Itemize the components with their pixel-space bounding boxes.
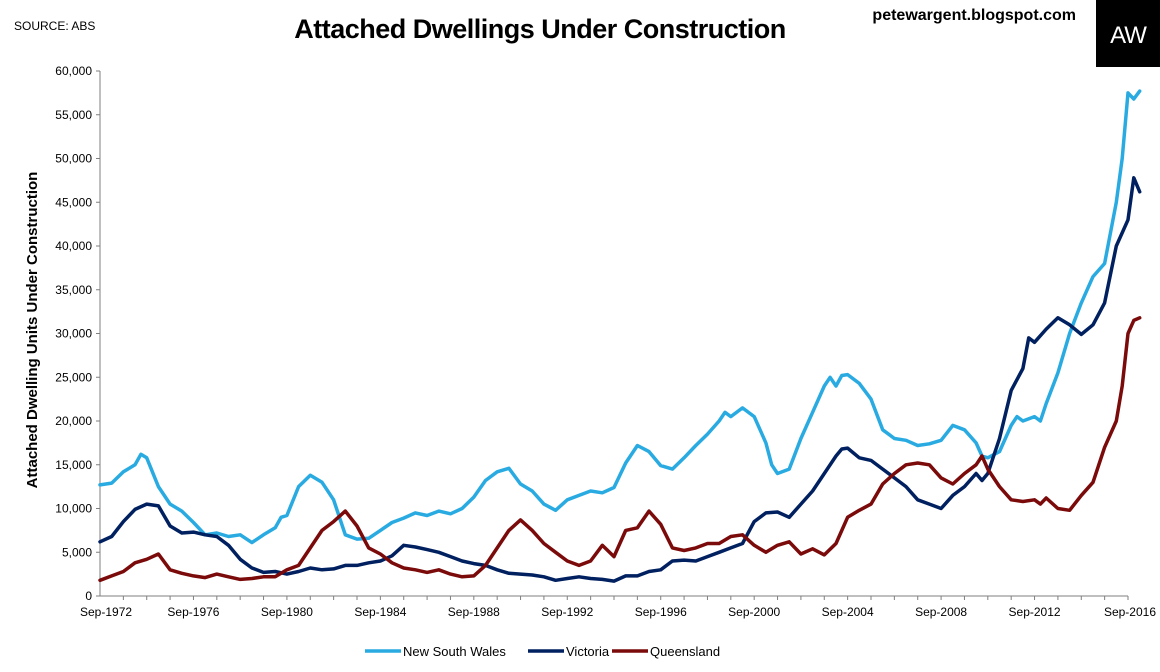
x-tick-label: Sep-1976: [167, 605, 219, 619]
x-tick-label: Sep-2016: [1104, 605, 1156, 619]
blog-url: petewargent.blogspot.com: [872, 7, 1076, 24]
y-tick-label: 40,000: [55, 239, 92, 253]
logo-text: AW: [1110, 22, 1147, 49]
x-tick-label: Sep-1972: [80, 605, 132, 619]
x-tick-label: Sep-1984: [354, 605, 406, 619]
y-tick-label: 50,000: [55, 152, 92, 166]
series-line-victoria: [98, 176, 1142, 583]
series-line-new-south-wales: [98, 89, 1142, 545]
y-tick-label: 5,000: [62, 545, 92, 559]
chart-title: Attached Dwellings Under Construction: [294, 14, 786, 44]
series-lines: [98, 89, 1142, 583]
aw-logo: AW: [1096, 0, 1160, 67]
y-tick-label: 55,000: [55, 108, 92, 122]
legend-label: Victoria: [566, 644, 610, 659]
y-tick-label: 35,000: [55, 283, 92, 297]
x-tick-label: Sep-1992: [541, 605, 593, 619]
x-tick-label: Sep-2000: [728, 605, 780, 619]
x-axis: Sep-1972 Sep-1976 Sep-1980 Sep-1984 Sep-1988…: [80, 595, 1156, 619]
source-label: SOURCE: ABS: [14, 19, 95, 33]
y-axis-label: Attached Dwelling Units Under Constructi…: [24, 172, 41, 489]
y-tick-label: 30,000: [55, 327, 92, 341]
y-tick-label: 0: [85, 589, 92, 603]
legend: New South Wales Victoria Queensland: [365, 644, 720, 659]
x-tick-label: Sep-1988: [448, 605, 500, 619]
legend-label: New South Wales: [403, 644, 506, 659]
x-tick-label: Sep-1980: [261, 605, 313, 619]
y-axis: 0 5,000 10,000 15,000 20,000 25,000 30,000 35,0…: [55, 64, 101, 603]
y-tick-label: 20,000: [55, 414, 92, 428]
y-tick-label: 60,000: [55, 64, 92, 78]
x-tick-label: Sep-2008: [915, 605, 967, 619]
series-line-queensland: [98, 316, 1142, 583]
y-tick-label: 15,000: [55, 458, 92, 472]
y-tick-label: 45,000: [55, 195, 92, 209]
y-tick-label: 10,000: [55, 502, 92, 516]
logo-background: [1096, 0, 1160, 67]
x-tick-label: Sep-2004: [822, 605, 874, 619]
legend-label: Queensland: [650, 644, 720, 659]
y-tick-label: 25,000: [55, 370, 92, 384]
x-tick-label: Sep-2012: [1009, 605, 1061, 619]
x-tick-label: Sep-1996: [635, 605, 687, 619]
